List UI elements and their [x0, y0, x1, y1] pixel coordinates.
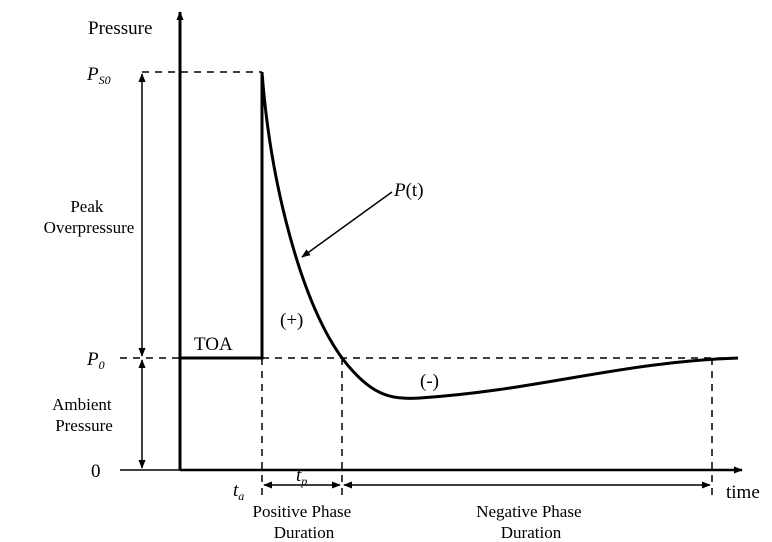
- toa-label: TOA: [194, 334, 233, 355]
- positive-duration-symbol: tp: [296, 465, 307, 488]
- arrival-time-label: ta: [233, 480, 244, 503]
- negative-phase-label: Negative Phase Duration: [476, 502, 586, 542]
- peak-level-label: PS0: [86, 64, 111, 87]
- curve-label: P(t): [393, 180, 424, 201]
- positive-region-label: (+): [280, 310, 303, 331]
- negative-region-label: (-): [420, 371, 439, 392]
- pressure-curve: [260, 71, 739, 400]
- zero-level-label: 0: [91, 461, 101, 482]
- peak-overpressure-label: Peak Overpressure: [44, 197, 135, 237]
- ambient-pressure-label: Ambient Pressure: [52, 395, 116, 435]
- x-axis-label: time: [726, 482, 760, 503]
- positive-phase-label: Positive Phase Duration: [253, 502, 356, 542]
- y-axis-label: Pressure: [88, 18, 152, 39]
- curve-pointer-arrow: [301, 191, 393, 258]
- pre-arrival-baseline: [180, 72, 264, 360]
- ambient-level-label: P0: [86, 349, 105, 372]
